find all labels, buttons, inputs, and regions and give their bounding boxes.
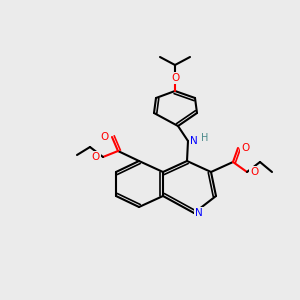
Text: O: O: [92, 152, 100, 162]
Text: H: H: [201, 133, 208, 143]
Text: O: O: [101, 132, 109, 142]
Text: N: N: [195, 208, 203, 218]
Text: O: O: [250, 167, 258, 177]
Text: O: O: [171, 73, 179, 83]
Text: O: O: [241, 143, 249, 153]
Text: N: N: [190, 136, 198, 146]
